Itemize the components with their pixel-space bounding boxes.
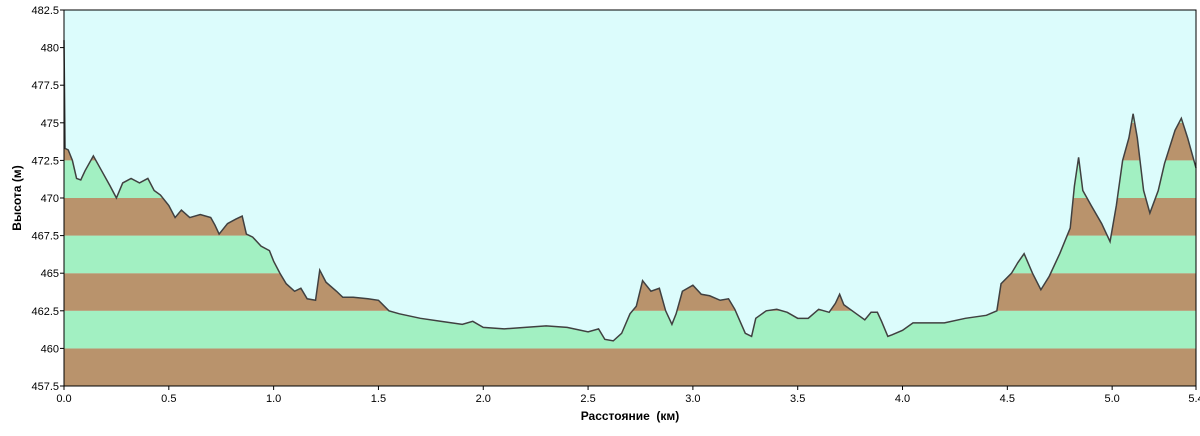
x-tick-label: 2.5	[580, 393, 595, 405]
y-tick-label: 467.5	[31, 231, 59, 243]
elevation-band	[64, 310, 1196, 349]
y-tick-label: 480	[41, 43, 59, 55]
profile-line	[63, 40, 1197, 342]
x-tick-label: 3.5	[790, 393, 805, 405]
x-axis-label: Расстояние (км)	[581, 409, 680, 423]
plot-frame	[63, 9, 1197, 387]
y-tick-label: 475	[41, 118, 59, 130]
y-tick-label: 465	[41, 268, 59, 280]
x-tick-label: 0.0	[56, 393, 71, 405]
x-tick-label: 2.0	[476, 393, 491, 405]
elevation-band	[64, 348, 1196, 386]
y-tick-label: 470	[41, 193, 59, 205]
x-tick-label: 1.0	[266, 393, 281, 405]
y-tick-label: 477.5	[31, 80, 59, 92]
y-tick-label: 462.5	[31, 306, 59, 318]
y-tick-label: 460	[41, 343, 59, 355]
x-tick-label: 0.5	[161, 393, 176, 405]
y-tick-label: 482.5	[31, 5, 59, 17]
x-tick-label: 4.5	[1000, 393, 1015, 405]
x-tick-label: 1.5	[371, 393, 386, 405]
y-tick-label: 472.5	[31, 155, 59, 167]
x-tick-label: 5.0	[1104, 393, 1119, 405]
x-tick-label: 3.0	[685, 393, 700, 405]
x-tick-label: 4.0	[895, 393, 910, 405]
x-tick-label: 5.4	[1188, 393, 1200, 405]
y-axis-label: Высота (м)	[10, 165, 24, 230]
y-tick-label: 457.5	[31, 381, 59, 393]
